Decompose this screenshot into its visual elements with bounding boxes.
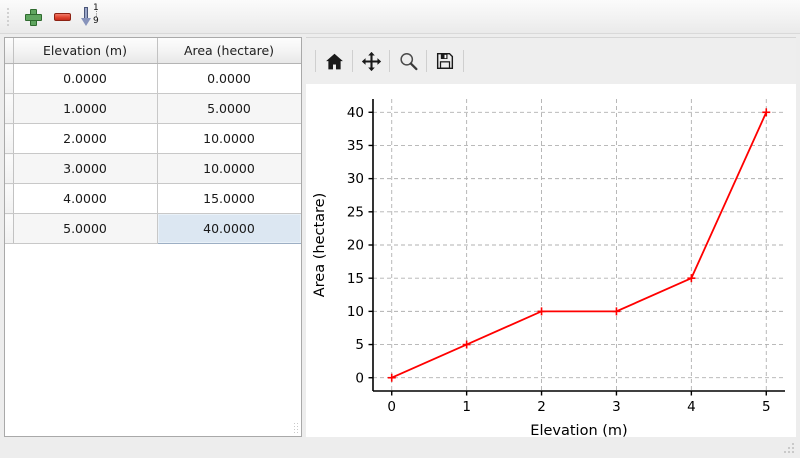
add-row-button[interactable]	[17, 3, 47, 31]
cell-area[interactable]: 5.0000	[157, 93, 301, 124]
cell-area-selected[interactable]: 40.0000	[156, 213, 301, 244]
elevation-area-table: Elevation (m) Area (hectare) 0.0000 0.00…	[5, 38, 301, 244]
y-axis-tick-label: 0	[355, 370, 364, 386]
sort-icon-top-label: 1	[93, 2, 99, 13]
y-axis-tick-label: 10	[347, 304, 364, 320]
cell-area[interactable]: 10.0000	[157, 123, 301, 154]
cell-elevation[interactable]: 1.0000	[13, 93, 158, 124]
data-table-panel: Elevation (m) Area (hectare) 0.0000 0.00…	[4, 37, 302, 437]
row-handle[interactable]	[5, 123, 14, 154]
move-icon	[361, 51, 382, 72]
y-axis-tick-label: 5	[355, 337, 364, 353]
cell-elevation[interactable]: 0.0000	[13, 63, 158, 94]
data-series-line	[391, 111, 768, 379]
x-axis-tick-label: 1	[462, 399, 471, 415]
chart-figure[interactable]: 0 5 10 15 20 25 30 35 40 0 1 2 3 4 5 Elevation (m) Area …	[306, 84, 796, 439]
row-handle[interactable]	[5, 63, 14, 94]
x-axis-tick-label: 3	[612, 399, 621, 415]
x-axis-tick-label: 5	[762, 399, 771, 415]
cell-elevation[interactable]: 4.0000	[13, 183, 158, 214]
remove-row-button[interactable]	[47, 3, 77, 31]
sort-button[interactable]: 1 ⋮ 9	[77, 3, 107, 31]
row-handle[interactable]	[5, 183, 14, 214]
row-handle[interactable]	[5, 93, 14, 124]
zoom-button[interactable]	[391, 44, 425, 78]
table-panel-resize-grip[interactable]	[292, 421, 300, 435]
minus-icon	[53, 12, 71, 21]
magnifier-icon	[398, 51, 419, 72]
y-axis-tick-label: 35	[347, 138, 364, 154]
table-row[interactable]: 1.0000 5.0000	[5, 93, 301, 124]
y-axis-tick-label: 40	[347, 105, 364, 121]
table-row[interactable]: 0.0000 0.0000	[5, 63, 301, 94]
y-axis-tick-label: 30	[347, 171, 364, 187]
table-row[interactable]: 4.0000 15.0000	[5, 183, 301, 214]
table-row[interactable]: 5.0000 40.0000	[5, 213, 301, 244]
toolbar-separator	[389, 50, 390, 72]
row-handle[interactable]	[5, 213, 14, 244]
sort-icon-dots: ⋮	[93, 9, 100, 18]
cell-elevation[interactable]: 3.0000	[13, 153, 158, 184]
status-bar	[0, 439, 800, 458]
row-header-corner	[5, 38, 14, 64]
window-resize-grip[interactable]	[784, 443, 797, 456]
floppy-disk-icon	[435, 51, 455, 71]
table-row[interactable]: 2.0000 10.0000	[5, 123, 301, 154]
home-button[interactable]	[317, 44, 351, 78]
y-axis-tick-label: 20	[347, 238, 364, 254]
cell-area[interactable]: 10.0000	[157, 153, 301, 184]
row-handle[interactable]	[5, 153, 14, 184]
table-row[interactable]: 3.0000 10.0000	[5, 153, 301, 184]
pan-button[interactable]	[354, 44, 388, 78]
matplotlib-navigation-toolbar	[306, 37, 796, 84]
cell-area[interactable]: 15.0000	[157, 183, 301, 214]
main-toolbar: 1 ⋮ 9	[0, 0, 800, 34]
y-axis-tick-label: 15	[347, 271, 364, 287]
cell-area[interactable]: 0.0000	[157, 63, 301, 94]
x-axis-label: Elevation (m)	[530, 423, 627, 437]
x-axis-tick-label: 4	[687, 399, 696, 415]
column-header-elevation[interactable]: Elevation (m)	[13, 38, 158, 64]
y-axis-label: Area (hectare)	[312, 193, 328, 298]
toolbar-separator	[315, 50, 316, 72]
table-header-row: Elevation (m) Area (hectare)	[5, 38, 301, 64]
sort-ascending-icon: 1 ⋮ 9	[81, 2, 103, 28]
toolbar-separator	[352, 50, 353, 72]
x-axis-tick-label: 0	[387, 399, 396, 415]
toolbar-drag-handle[interactable]	[3, 7, 12, 27]
y-axis-tick-label: 25	[347, 204, 364, 220]
save-button[interactable]	[428, 44, 462, 78]
plus-icon	[24, 9, 42, 26]
toolbar-separator	[426, 50, 427, 72]
sort-icon-bottom-label: 9	[93, 15, 99, 26]
cell-elevation[interactable]: 2.0000	[13, 123, 158, 154]
cell-elevation[interactable]: 5.0000	[13, 213, 158, 244]
plot-panel: 0 5 10 15 20 25 30 35 40 0 1 2 3 4 5 Elevation (m) Area …	[306, 37, 796, 439]
toolbar-separator	[463, 50, 464, 72]
column-header-area[interactable]: Area (hectare)	[157, 38, 301, 64]
home-icon	[324, 51, 345, 72]
line-chart: 0 5 10 15 20 25 30 35 40 0 1 2 3 4 5 Elevation (m) Area …	[306, 84, 796, 439]
x-axis-tick-label: 2	[537, 399, 546, 415]
